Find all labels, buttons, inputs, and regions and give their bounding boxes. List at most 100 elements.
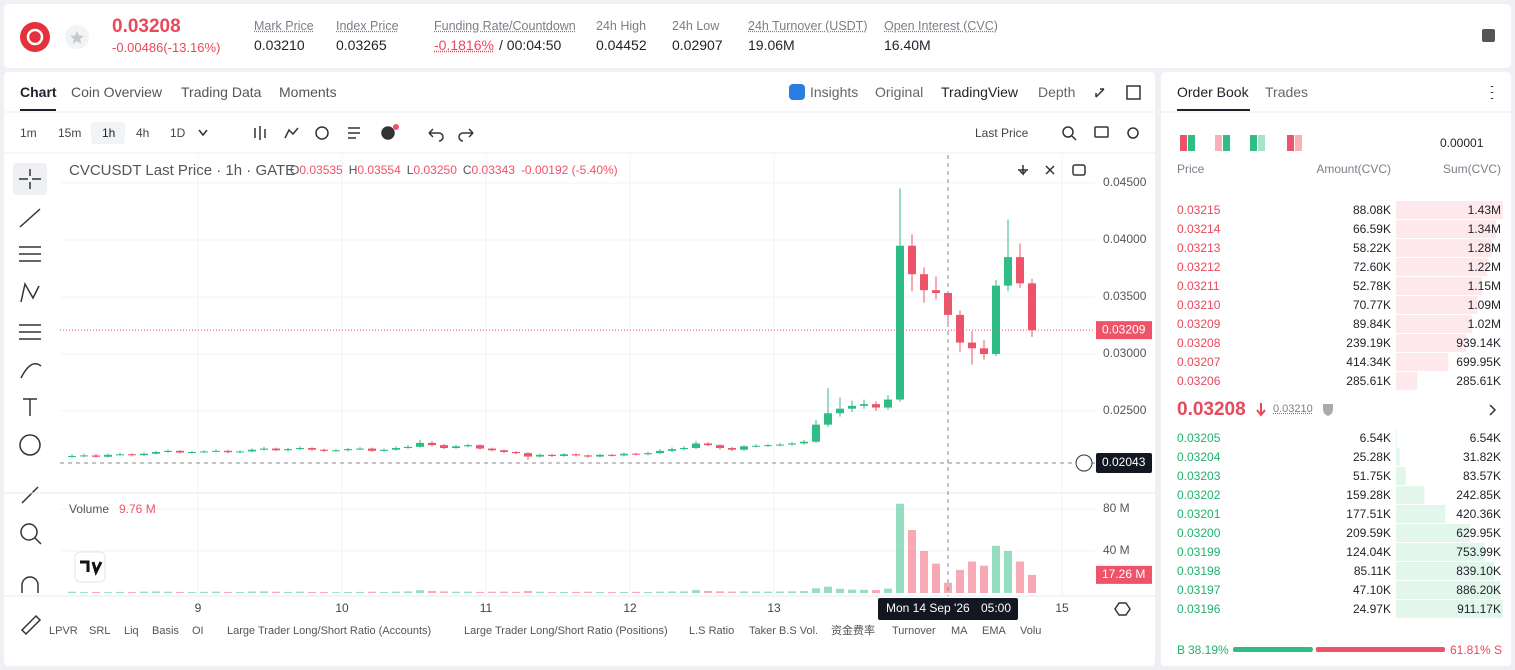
ob-price[interactable]: 0.03215 <box>1177 203 1221 217</box>
ob-price[interactable]: 0.03211 <box>1177 279 1220 293</box>
volume-bar <box>224 591 232 593</box>
indicator[interactable]: SRL <box>89 625 111 637</box>
depth-mode-icon[interactable] <box>1287 135 1294 151</box>
settings-icon[interactable] <box>1114 602 1131 616</box>
view-tab[interactable]: TradingView <box>941 84 1019 100</box>
ob-amount: 85.11K <box>1353 564 1391 578</box>
depth-mode-icon[interactable] <box>1215 135 1222 151</box>
volume-bar <box>356 591 364 593</box>
candle-body <box>764 445 772 447</box>
ob-price[interactable]: 0.03196 <box>1177 602 1221 616</box>
ob-price[interactable]: 0.03208 <box>1177 336 1221 350</box>
interval[interactable]: 1m <box>20 126 37 140</box>
ob-price[interactable]: 0.03203 <box>1177 469 1221 483</box>
indicator[interactable]: Taker B.S Vol. <box>749 625 819 637</box>
ob-amount: 47.10K <box>1352 583 1391 597</box>
tab[interactable]: Coin Overview <box>71 84 163 100</box>
volume-bar <box>116 591 124 593</box>
precision[interactable]: 0.00001 <box>1440 136 1484 150</box>
interval[interactable]: 1h <box>102 126 116 140</box>
ob-sum: 6.54K <box>1469 431 1501 445</box>
indicator[interactable]: MA <box>951 625 968 637</box>
volume-bar <box>704 590 712 593</box>
stat-label: Funding Rate/Countdown <box>434 19 576 33</box>
ob-sum: 31.82K <box>1462 450 1501 464</box>
indicator[interactable]: EMA <box>982 625 1006 637</box>
candle-body <box>188 451 196 453</box>
ob-price[interactable]: 0.03197 <box>1177 583 1221 597</box>
volume-bar <box>956 569 964 593</box>
depth-bar <box>1396 524 1470 542</box>
ob-price[interactable]: 0.03198 <box>1177 564 1221 578</box>
view-tab[interactable]: Original <box>875 84 924 100</box>
ob-tab[interactable]: Order Book <box>1177 84 1249 100</box>
candle-body <box>584 455 592 457</box>
down-arrow <box>1256 403 1266 417</box>
view-tab[interactable]: Depth <box>1038 84 1076 100</box>
volume-bar <box>248 591 256 593</box>
ob-price[interactable]: 0.03200 <box>1177 526 1221 540</box>
add-alert <box>1075 454 1093 472</box>
depth-bar <box>1396 220 1497 238</box>
tab[interactable]: Moments <box>279 84 337 100</box>
candle-body <box>476 445 484 449</box>
ob-amount: 285.61K <box>1346 374 1391 388</box>
indicator[interactable]: Basis <box>152 625 179 637</box>
ob-price[interactable]: 0.03202 <box>1177 488 1221 502</box>
indicator[interactable]: Large Trader Long/Short Ratio (Positions… <box>464 625 668 637</box>
ob-sum: 911.17K <box>1457 602 1501 616</box>
view-tab[interactable]: Insights <box>810 84 859 100</box>
volume-bar <box>404 591 412 593</box>
interval[interactable]: 4h <box>136 126 150 140</box>
indicator[interactable]: Volu <box>1020 625 1042 637</box>
volume-bar <box>536 591 544 593</box>
candle-body <box>500 450 508 452</box>
indicator[interactable]: Large Trader Long/Short Ratio (Accounts) <box>227 625 432 637</box>
more-arrow <box>1489 404 1497 416</box>
candle-body <box>272 448 280 451</box>
depth-bar <box>1396 315 1473 333</box>
ob-price[interactable]: 0.03201 <box>1177 507 1221 521</box>
indicator[interactable]: 资金费率 <box>831 625 875 637</box>
ai-icon[interactable] <box>789 84 805 100</box>
ob-price[interactable]: 0.03204 <box>1177 450 1221 464</box>
ob-price[interactable]: 0.03212 <box>1177 260 1221 274</box>
volume-bar <box>800 591 808 593</box>
x-tick-label: 15 <box>1055 601 1069 615</box>
ob-price[interactable]: 0.03213 <box>1177 241 1221 255</box>
indicator[interactable]: LPVR <box>49 625 78 637</box>
ob-price[interactable]: 0.03207 <box>1177 355 1221 369</box>
depth-mode-icon[interactable] <box>1180 135 1187 151</box>
ob-price[interactable]: 0.03199 <box>1177 545 1221 559</box>
indicator[interactable]: OI <box>192 625 204 637</box>
candle-body <box>800 441 808 444</box>
interval[interactable]: 15m <box>58 126 82 140</box>
notes-icon[interactable] <box>1482 29 1495 42</box>
tab[interactable]: Chart <box>20 84 57 100</box>
ob-tab[interactable]: Trades <box>1265 84 1309 100</box>
candle-body <box>296 448 304 450</box>
volume-bar <box>848 589 856 593</box>
header-bar <box>4 4 1511 68</box>
ob-sum: 1.34M <box>1467 222 1501 236</box>
x-tick-label: 9 <box>195 601 202 615</box>
depth-mode-icon[interactable] <box>1250 135 1257 151</box>
indicator[interactable]: Turnover <box>892 625 936 637</box>
candle-body <box>212 450 220 452</box>
ob-price[interactable]: 0.03210 <box>1177 298 1221 312</box>
volume-bar <box>500 591 508 593</box>
candle-body <box>200 451 208 453</box>
tab[interactable]: Trading Data <box>181 84 262 100</box>
indicator[interactable]: L.S Ratio <box>689 625 735 637</box>
price-source[interactable]: Last Price <box>975 126 1029 140</box>
ob-price[interactable]: 0.03206 <box>1177 374 1221 388</box>
volume-bar <box>272 591 280 593</box>
volume-bar <box>212 591 220 593</box>
ob-sum: 420.36K <box>1456 507 1501 521</box>
ob-price[interactable]: 0.03214 <box>1177 222 1221 236</box>
ob-price[interactable]: 0.03205 <box>1177 431 1221 445</box>
indicator[interactable]: Liq <box>124 625 139 637</box>
stat-value: 0.02907 <box>672 37 723 53</box>
ob-price[interactable]: 0.03209 <box>1177 317 1221 331</box>
interval[interactable]: 1D <box>170 126 186 140</box>
